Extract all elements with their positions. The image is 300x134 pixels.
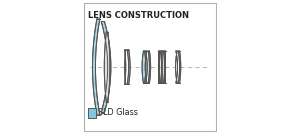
Polygon shape: [145, 51, 147, 83]
Polygon shape: [104, 32, 110, 102]
Polygon shape: [101, 21, 111, 113]
Polygon shape: [164, 51, 166, 83]
Text: LENS CONSTRUCTION: LENS CONSTRUCTION: [88, 11, 189, 20]
Polygon shape: [127, 50, 130, 84]
Polygon shape: [125, 50, 126, 84]
Text: SLD Glass: SLD Glass: [98, 108, 138, 118]
Polygon shape: [148, 51, 151, 83]
Polygon shape: [161, 51, 165, 83]
Polygon shape: [92, 19, 100, 115]
Polygon shape: [160, 51, 163, 83]
Polygon shape: [176, 51, 178, 83]
FancyBboxPatch shape: [84, 3, 216, 131]
Polygon shape: [142, 51, 146, 83]
Polygon shape: [158, 51, 160, 83]
FancyBboxPatch shape: [88, 108, 96, 118]
Polygon shape: [178, 51, 181, 83]
